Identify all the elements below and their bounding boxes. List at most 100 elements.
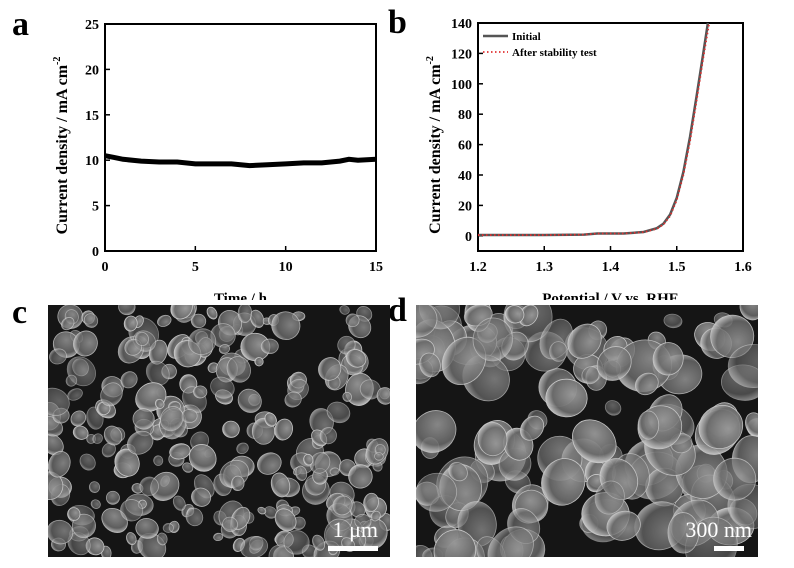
particle [153,455,164,466]
particle [126,430,154,455]
particle [100,382,123,407]
x-tick-label: 1.6 [734,260,752,275]
y-tick-label: 20 [85,63,99,78]
particle [348,464,373,489]
scale-label-d: 300 nm [685,517,752,542]
x-axis-label: Time / h [214,291,268,300]
particle [135,518,159,539]
particle [132,408,155,430]
particle [332,495,353,516]
y-tick-label: 0 [92,245,99,260]
chart-b: 1.2 1.3 1.4 1.5 1.6 0 20 40 60 80 100 120 140 Potenti… [425,17,752,300]
scale-bar-d [714,546,744,551]
legend-label: After stability test [512,47,597,59]
particle [160,406,184,432]
particle [477,421,508,457]
particle [739,305,758,321]
panel-label-d: d [388,292,407,329]
particle [354,513,372,530]
y-tick-label: 120 [451,47,472,62]
particle [170,305,193,320]
particle [65,374,78,387]
particle [187,328,217,356]
particle [345,313,360,328]
particle [572,419,617,464]
particle [185,507,204,527]
particle [284,391,302,408]
particle [727,344,758,388]
particle [120,371,138,389]
particle [226,356,251,383]
particle [73,330,98,357]
y-tick-label: 140 [451,17,472,32]
particle [295,465,308,481]
particle [634,372,659,396]
particle [312,534,326,551]
particle [274,508,297,532]
particle [303,453,314,466]
particle [118,305,136,316]
particle [257,452,282,475]
particle [83,313,99,328]
sem-image-d: 300 nm [416,305,758,557]
particle [120,499,144,522]
sem-image-c: 1 μm [48,305,390,557]
particle [240,535,269,557]
particle [337,335,356,355]
x-tick-label: 0 [102,260,109,275]
particle [667,512,700,554]
particle [126,532,137,546]
particle [254,357,264,367]
y-tick-label: 15 [85,109,99,124]
particle [169,443,191,460]
particle [79,453,96,471]
scale-label-c: 1 μm [332,517,378,542]
particle [181,409,198,424]
particle [145,360,170,386]
particle [594,480,625,515]
x-tick-label: 15 [369,260,383,275]
y-tick-label: 100 [451,78,472,93]
particle [329,467,340,476]
particle [541,458,586,506]
particle [545,378,588,418]
x-tick-label: 1.2 [469,260,487,275]
particle [134,331,149,346]
particle [448,462,468,482]
y-tick-label: 25 [85,18,99,33]
particle [363,492,379,513]
particle [105,490,120,505]
chart-a: 0 5 10 15 0 5 10 15 20 25 Time / h Current density … [52,18,383,300]
particle [345,349,367,368]
particle [237,305,253,323]
particle [70,410,87,427]
particle [433,529,477,557]
particle [49,348,67,365]
particle [191,487,212,507]
x-tick-label: 1.5 [668,260,686,275]
x-tick-label: 1.4 [602,260,620,275]
particle [156,532,168,546]
particle [157,314,172,327]
particle [713,457,757,501]
particle [67,388,83,401]
particle [222,420,240,438]
y-axis-label: Current density / mA cm-2 [425,56,444,234]
particle [318,357,342,381]
particle [210,376,235,399]
particle [260,338,279,355]
particle [472,317,513,362]
particle [206,306,218,320]
y-tick-label: 60 [458,139,472,154]
particle [581,366,600,385]
particle [374,452,384,461]
particle [487,526,534,557]
particle [376,387,390,405]
particle [416,410,457,453]
particle [154,398,165,409]
particle [48,471,64,500]
panel-label-b: b [388,4,407,41]
particle [567,323,602,359]
particle [92,433,103,444]
